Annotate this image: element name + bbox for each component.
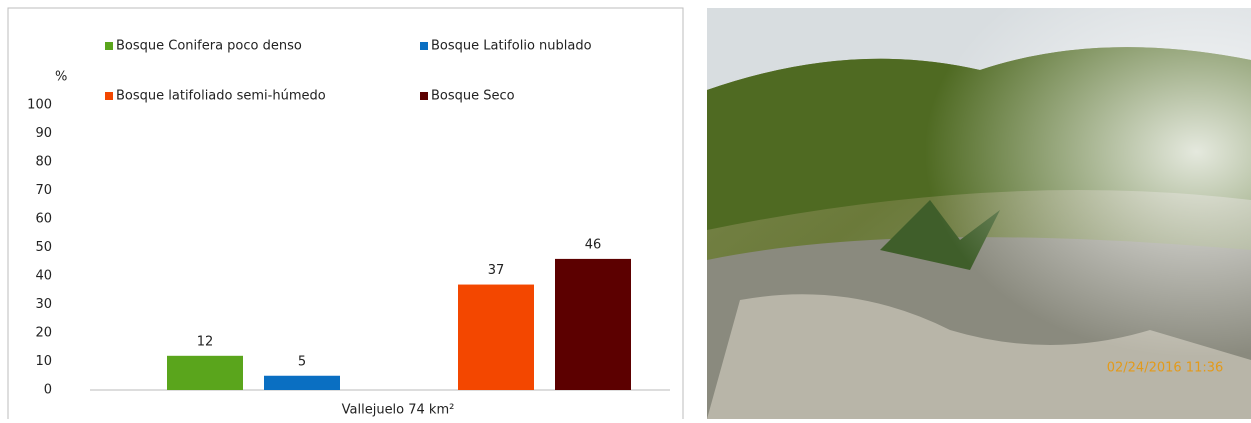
- legend-label: Bosque Conifera poco denso: [116, 39, 302, 54]
- y-tick-label: 100: [27, 98, 52, 113]
- bar: [264, 375, 340, 390]
- x-tick-label: Vallejuelo 74 km²: [342, 403, 455, 418]
- bar: [167, 355, 243, 390]
- y-axis-label: %: [55, 70, 67, 85]
- value-label: 12: [197, 334, 214, 349]
- value-label: 5: [298, 354, 306, 369]
- legend-label: Bosque Latifolio nublado: [431, 39, 592, 54]
- y-tick-label: 20: [35, 326, 52, 341]
- legend-swatch: [105, 92, 113, 100]
- legend-swatch: [420, 42, 428, 50]
- y-tick-label: 80: [35, 155, 52, 170]
- bar: [555, 258, 631, 390]
- y-tick-label: 40: [35, 269, 52, 284]
- y-tick-label: 90: [35, 126, 52, 141]
- legend-swatch: [420, 92, 428, 100]
- y-tick-label: 70: [35, 183, 52, 198]
- y-tick-label: 60: [35, 212, 52, 227]
- photo: 02/24/2016 11:36: [707, 8, 1251, 419]
- y-tick-label: 50: [35, 240, 52, 255]
- legend-label: Bosque Seco: [431, 89, 515, 104]
- y-tick-label: 10: [35, 354, 52, 369]
- legend-label: Bosque latifoliado semi-húmedo: [116, 89, 326, 104]
- y-tick-label: 30: [35, 297, 52, 312]
- legend-swatch: [105, 42, 113, 50]
- bar: [458, 284, 534, 390]
- photo-timestamp: 02/24/2016 11:36: [1107, 361, 1224, 376]
- y-tick-label: 0: [44, 383, 52, 398]
- value-label: 37: [488, 263, 505, 278]
- value-label: 46: [585, 237, 602, 252]
